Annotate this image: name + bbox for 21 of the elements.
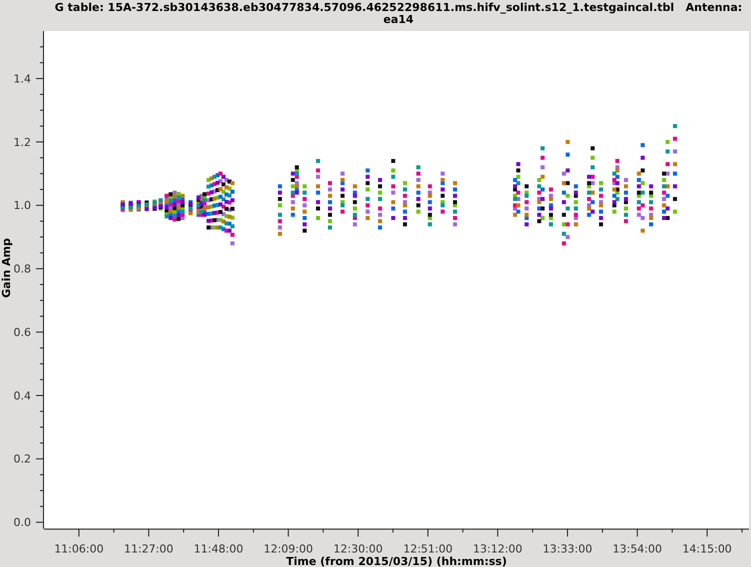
y-tick-label: 1.2 [14,136,31,149]
x-tick-label: 12:09:00 [264,542,314,556]
x-tick-label: 11:27:00 [124,542,174,556]
y-tick-label: 0.2 [14,452,31,466]
chart-title: G table: 15A-372.sb30143638.eb30477834.57096.46252298611.ms.hifv_solint.s12_1.testgaincal.tbl Antenna: ea14 [54,1,742,26]
y-tick-label: 0.8 [14,262,31,276]
x-tick-label: 12:30:00 [333,542,383,556]
y-tick-label: 0.4 [14,389,31,402]
y-tick-label: 1.0 [14,199,31,212]
x-tick-label: 12:51:00 [403,542,453,556]
x-axis-title: Time (from 2015/03/15) (hh:mm:ss) [286,555,507,567]
y-tick-label: 1.4 [14,72,31,86]
x-tick-label: 11:06:00 [54,542,104,556]
y-axis-title: Gain Amp [0,238,13,298]
y-tick-label: 0.0 [14,516,31,530]
x-tick-label: 11:48:00 [194,542,244,556]
x-tick-label: 13:33:00 [542,542,592,556]
y-tick-label: 0.6 [14,326,31,339]
x-tick-label: 13:12:00 [473,542,522,556]
x-tick-label: 13:54:00 [612,542,662,556]
x-tick-label: 14:15:00 [682,542,732,556]
